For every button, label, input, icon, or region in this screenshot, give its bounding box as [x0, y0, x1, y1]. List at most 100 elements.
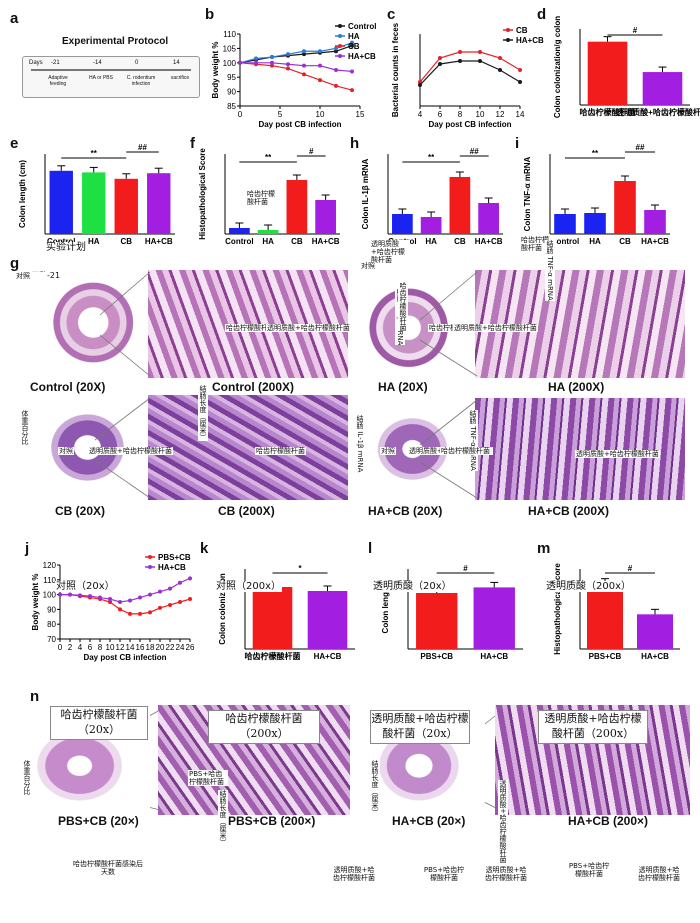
data-point [178, 580, 182, 585]
overlay-bw: 体重百分比 [20, 410, 30, 445]
data-point [188, 576, 192, 581]
data-point [168, 586, 172, 591]
legend-label: HA+CB [348, 52, 376, 61]
data-point [148, 610, 152, 615]
caption-ha-200x: HA (200X) [548, 380, 605, 394]
data-point [350, 88, 354, 93]
x-tick-label: 6 [438, 110, 443, 119]
data-point [98, 595, 102, 600]
significance-mark: ## [138, 143, 147, 152]
data-point [302, 52, 306, 57]
category-label: HA+CB [641, 237, 669, 246]
bottom-label-1: 哈齿柠檬酸杆菌感染后天数 [72, 860, 144, 876]
category-label: CB [619, 237, 631, 246]
x-tick-label: 14 [126, 643, 135, 652]
y-tick-label: 100 [43, 591, 57, 600]
category-label: HA+CB [312, 237, 340, 246]
overlay-m-ha: 透明质酸（200x） [545, 581, 633, 592]
chart-k-svg: 哈齿柠檬酸杆菌 HA+CB Colon colonization * [218, 564, 355, 661]
x-tick-label: 10 [316, 110, 325, 119]
bar-3 [644, 210, 666, 234]
category-label: CB [120, 237, 132, 246]
significance-mark: ** [91, 149, 98, 158]
significance-mark: # [628, 564, 633, 573]
category-label: PBS+CB [420, 652, 453, 661]
data-point [418, 80, 422, 84]
data-point [158, 589, 162, 594]
data-point [270, 63, 274, 68]
caption-hacb-20x: HA+CB (20X) [368, 504, 443, 518]
data-point [118, 600, 122, 604]
data-point [270, 60, 274, 65]
chart-m-svg: PBS+CB HA+CB Histopathological Score # [553, 563, 680, 661]
significance-mark: ## [470, 147, 479, 156]
data-point [318, 49, 322, 54]
chart-l-svg: PBS+CB HA+CB Colon length # [381, 564, 523, 661]
y-axis-title: Histopathological Score [198, 148, 207, 240]
x-tick-label: 24 [176, 643, 185, 652]
chart-f-svg: Control HA CB HA+CB Histopathological Score *… [198, 147, 340, 246]
data-point [286, 62, 290, 67]
step-0: Adaptive feeding [48, 75, 68, 87]
legend-marker [148, 565, 152, 569]
data-point [88, 594, 92, 599]
bar-0 [587, 41, 628, 105]
panel-label-n: n [30, 688, 40, 705]
category-label: HA+CB [145, 237, 173, 246]
timeline-arrow [31, 69, 191, 71]
histology-ha-20x [352, 270, 470, 375]
bar-0 [229, 228, 250, 234]
data-point [270, 55, 274, 60]
overlay-n-hacitro: 透明质酸+哈齿柠檬酸杆菌 [498, 780, 508, 863]
category-label: 透明质酸+哈齿柠檬酸杆菌 [616, 107, 700, 117]
category-label: Control [225, 237, 253, 246]
panel-label-e: e [10, 135, 19, 152]
overlay-control-3: 对照 [58, 447, 74, 455]
overlay-n-hacb20: 透明质酸+哈齿柠檬酸杆菌（20x） [370, 710, 470, 744]
panel-label-m: m [537, 540, 551, 557]
data-point [302, 72, 306, 77]
legend-marker [338, 54, 342, 58]
bar-0 [49, 170, 73, 234]
caption-pbscb-200x: PBS+CB (200×) [228, 814, 316, 828]
data-point [254, 60, 258, 65]
series-line-ha-cb [240, 62, 353, 73]
overlay-plan: 实验计划 [45, 242, 87, 253]
overlay-citro-6: 哈齿柠檬酸杆菌 [440, 447, 491, 455]
significance-mark: ** [428, 153, 435, 162]
bar-2 [449, 177, 471, 234]
legend-marker [506, 38, 510, 42]
step-1: HA or PBS [89, 75, 113, 81]
overlay-citro-5: 哈齿柠檬酸杆菌 [122, 447, 173, 455]
panel-label-c: c [387, 6, 396, 23]
category-label: HA+CB [314, 652, 342, 661]
protocol-title: Experimental Protocol [62, 36, 169, 47]
data-point [108, 597, 112, 602]
x-tick-label: 12 [116, 643, 125, 652]
protocol-days-label: Days [29, 60, 43, 66]
data-point [458, 50, 462, 54]
overlay-n-hacb200: 透明质酸+哈齿柠檬酸杆菌（200x） [538, 710, 648, 744]
y-tick-label: 90 [47, 605, 56, 614]
bar-1 [637, 614, 673, 649]
bar-1 [642, 72, 683, 105]
x-tick-label: 5 [278, 110, 283, 119]
overlay-control-4: 对照 [380, 447, 396, 455]
data-point [498, 56, 502, 60]
x-tick-label: 18 [146, 643, 155, 652]
caption-cb-200x: CB (200X) [218, 504, 275, 518]
day-3: 14 [173, 60, 180, 66]
bar-0 [416, 593, 458, 649]
category-label: HA [262, 237, 274, 246]
overlay-tnf-2: 结肠 TNF-α mRNA [468, 410, 478, 471]
caption-control-200x: Control (200X) [212, 380, 295, 394]
legend-marker [338, 34, 342, 38]
x-tick-label: 26 [186, 643, 195, 652]
x-tick-label: 8 [458, 110, 463, 119]
step-2: C. rodentium infection [126, 75, 156, 87]
x-tick-label: 4 [78, 643, 83, 652]
chart-c-svg: 4 6 8 10 12 14 Day post CB infection Bacterial … [391, 22, 544, 129]
overlay-control-1: 对照 [360, 262, 376, 270]
